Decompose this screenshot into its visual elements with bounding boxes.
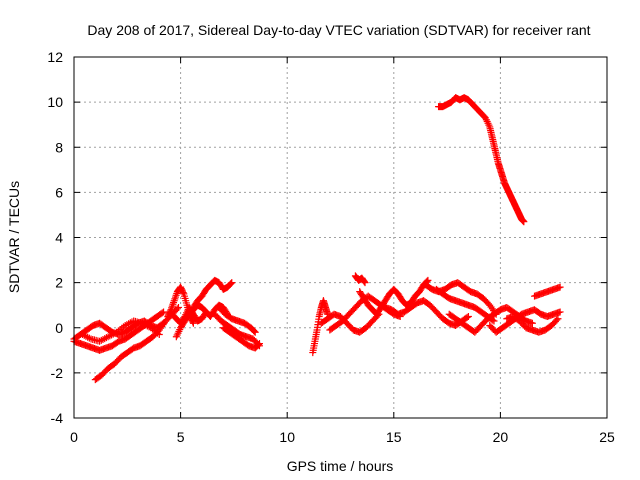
data-point bbox=[179, 289, 187, 297]
series-track-2 bbox=[70, 308, 168, 354]
series-track-17 bbox=[381, 297, 472, 329]
data-point bbox=[228, 279, 236, 287]
x-tick-label: 20 bbox=[493, 429, 509, 445]
data-point bbox=[360, 278, 368, 286]
data-point bbox=[255, 340, 263, 348]
grid-layer bbox=[74, 57, 607, 418]
series-track-11 bbox=[219, 324, 263, 352]
series-track-4 bbox=[91, 303, 182, 384]
data-point bbox=[464, 312, 472, 320]
data-point bbox=[255, 340, 263, 348]
data-point bbox=[227, 280, 235, 288]
series-track-3 bbox=[79, 317, 163, 345]
data-point bbox=[490, 317, 498, 325]
data-point bbox=[361, 279, 369, 287]
data-point bbox=[556, 283, 564, 291]
series-track-23 bbox=[531, 283, 564, 300]
x-tick-label: 15 bbox=[386, 429, 402, 445]
y-tick-label: 4 bbox=[55, 230, 63, 246]
data-point bbox=[85, 334, 93, 342]
x-tick-label: 0 bbox=[70, 429, 78, 445]
series-track-22 bbox=[503, 312, 562, 336]
y-tick-label: 8 bbox=[55, 139, 63, 155]
data-point bbox=[173, 305, 181, 313]
data-point bbox=[201, 309, 209, 317]
chart-title: Day 208 of 2017, Sidereal Day-to-day VTE… bbox=[87, 22, 590, 38]
x-tick-label: 5 bbox=[177, 429, 185, 445]
series-track-20 bbox=[445, 303, 536, 336]
plot-frame bbox=[73, 56, 608, 419]
y-tick-label: -4 bbox=[51, 410, 64, 426]
y-tick-label: 2 bbox=[55, 275, 63, 291]
data-point bbox=[554, 315, 562, 323]
series-track-10 bbox=[215, 303, 259, 336]
data-point bbox=[553, 316, 561, 324]
data-point bbox=[528, 319, 536, 327]
series-track-24 bbox=[435, 94, 528, 226]
data-point bbox=[251, 328, 259, 336]
data-point bbox=[463, 313, 471, 321]
data-point bbox=[180, 314, 188, 322]
y-axis-label: SDTVAR / TECUs bbox=[6, 181, 22, 293]
y-tick-label: 12 bbox=[47, 49, 63, 65]
data-point bbox=[189, 318, 197, 326]
y-tick-label: 6 bbox=[55, 184, 63, 200]
data-point bbox=[174, 303, 182, 311]
series-track-12 bbox=[309, 297, 332, 357]
y-tick-label: 0 bbox=[55, 320, 63, 336]
tick-label-layer: 0 5 10 15 20 25 -4 -2 0 2 4 6 8 10 12 bbox=[47, 49, 615, 445]
data-point bbox=[202, 308, 210, 316]
data-point bbox=[556, 308, 564, 316]
data-point bbox=[250, 327, 258, 335]
data-point bbox=[166, 307, 174, 315]
series-track-8 bbox=[168, 303, 210, 327]
y-tick-label: 10 bbox=[47, 94, 63, 110]
x-tick-label: 25 bbox=[599, 429, 615, 445]
y-tick-label: -2 bbox=[51, 365, 64, 381]
series-track-15 bbox=[351, 272, 369, 287]
x-tick-label: 10 bbox=[279, 429, 295, 445]
series-track-7 bbox=[189, 276, 236, 311]
data-point bbox=[520, 218, 528, 226]
x-axis-label: GPS time / hours bbox=[287, 458, 394, 474]
data-point bbox=[424, 276, 432, 284]
data-points-layer bbox=[70, 94, 564, 384]
series-track-5 bbox=[164, 283, 197, 327]
data-point bbox=[189, 319, 197, 327]
data-point bbox=[160, 308, 168, 316]
data-point bbox=[158, 309, 166, 317]
